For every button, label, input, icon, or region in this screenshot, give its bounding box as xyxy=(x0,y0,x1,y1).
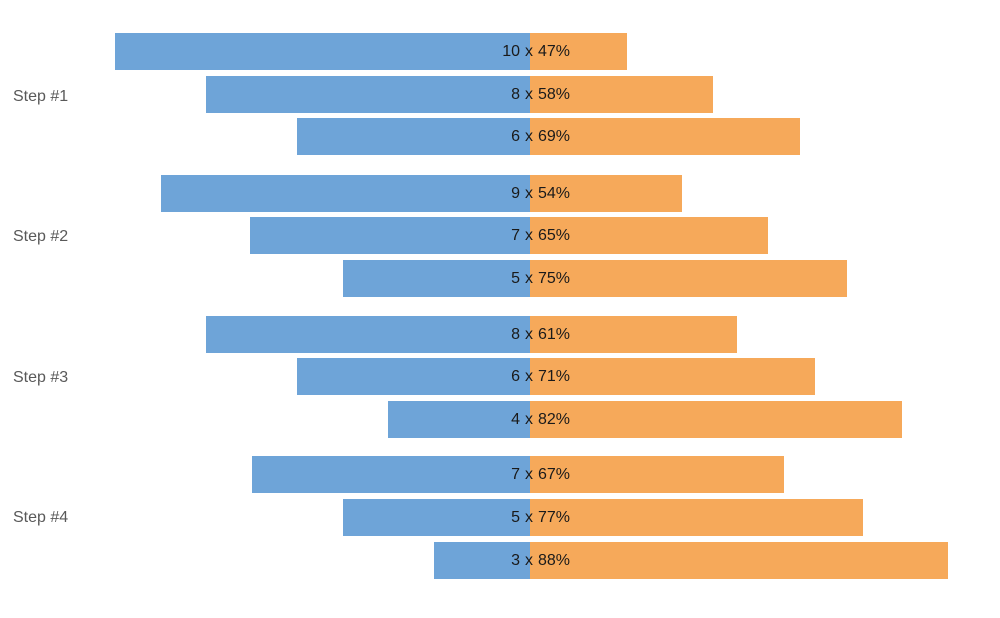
bar-label-separator: x xyxy=(525,368,533,385)
bar-row: 8 x 61% xyxy=(0,316,1000,353)
bar-label-separator: x xyxy=(525,326,533,343)
units-bar xyxy=(297,118,530,155)
bar-row: 7 x 67% xyxy=(0,456,1000,493)
bar-label-units: 7 xyxy=(511,466,520,483)
bar-label-units: 3 xyxy=(511,552,520,569)
percent-bar xyxy=(530,76,713,113)
percent-bar xyxy=(530,499,863,536)
group-label-step-3: Step #3 xyxy=(13,369,69,386)
bar-label-separator: x xyxy=(525,509,533,526)
bar-label-separator: x xyxy=(525,411,533,428)
bar-label-percent: 47% xyxy=(538,43,571,60)
bar-label-percent: 54% xyxy=(538,185,571,202)
bar-label-separator: x xyxy=(525,552,533,569)
bar-label-units: 8 xyxy=(511,86,520,103)
bar-label-units: 5 xyxy=(511,270,520,287)
percent-bar xyxy=(530,456,784,493)
bar-label-percent: 58% xyxy=(538,86,571,103)
bar-row: 9 x 54% xyxy=(0,175,1000,212)
percent-bar xyxy=(530,33,627,70)
percent-bar xyxy=(530,217,768,254)
units-bar xyxy=(206,316,530,353)
bar-label-units: 5 xyxy=(511,509,520,526)
bar-label-units: 9 xyxy=(511,185,520,202)
bar-label-separator: x xyxy=(525,128,533,145)
percent-bar xyxy=(530,401,902,438)
bar-label-separator: x xyxy=(525,227,533,244)
units-bar xyxy=(161,175,530,212)
bar-label-percent: 65% xyxy=(538,227,571,244)
units-bar xyxy=(388,401,530,438)
percent-bar xyxy=(530,316,737,353)
bar-label-separator: x xyxy=(525,86,533,103)
bar-label-units: 6 xyxy=(511,128,520,145)
units-bar xyxy=(250,217,530,254)
percent-bar xyxy=(530,358,815,395)
units-bar xyxy=(343,260,530,297)
bar-label-separator: x xyxy=(525,43,533,60)
bar-label-units: 4 xyxy=(511,411,520,428)
bar-label-percent: 61% xyxy=(538,326,571,343)
bar-label-percent: 77% xyxy=(538,509,571,526)
bar-label-percent: 75% xyxy=(538,270,571,287)
bar-label-separator: x xyxy=(525,185,533,202)
bar-row: 3 x 88% xyxy=(0,542,1000,579)
percent-bar xyxy=(530,260,847,297)
percent-bar xyxy=(530,118,800,155)
units-bar xyxy=(252,456,530,493)
bar-label-percent: 67% xyxy=(538,466,571,483)
bar-label-separator: x xyxy=(525,466,533,483)
group-label-step-4: Step #4 xyxy=(13,509,69,526)
bar-label-percent: 82% xyxy=(538,411,571,428)
bar-label-percent: 71% xyxy=(538,368,571,385)
units-bar xyxy=(434,542,530,579)
bar-row: 4 x 82% xyxy=(0,401,1000,438)
bar-row: 5 x 77% xyxy=(0,499,1000,536)
bar-row: 6 x 71% xyxy=(0,358,1000,395)
bar-row: 7 x 65% xyxy=(0,217,1000,254)
bar-label-separator: x xyxy=(525,270,533,287)
bar-label-units: 10 xyxy=(502,43,520,60)
units-bar xyxy=(297,358,530,395)
bar-row: 6 x 69% xyxy=(0,118,1000,155)
group-label-step-1: Step #1 xyxy=(13,88,69,105)
bar-label-units: 8 xyxy=(511,326,520,343)
bar-row: 10 x 47% xyxy=(0,33,1000,70)
units-bar xyxy=(343,499,530,536)
bar-row: 5 x 75% xyxy=(0,260,1000,297)
units-bar xyxy=(206,76,530,113)
group-label-step-2: Step #2 xyxy=(13,228,69,245)
bar-label-percent: 88% xyxy=(538,552,571,569)
bar-label-units: 7 xyxy=(511,227,520,244)
percent-bar xyxy=(530,542,948,579)
bar-row: 8 x 58% xyxy=(0,76,1000,113)
units-bar xyxy=(115,33,530,70)
bar-label-percent: 69% xyxy=(538,128,571,145)
percent-bar xyxy=(530,175,682,212)
bar-label-units: 6 xyxy=(511,368,520,385)
